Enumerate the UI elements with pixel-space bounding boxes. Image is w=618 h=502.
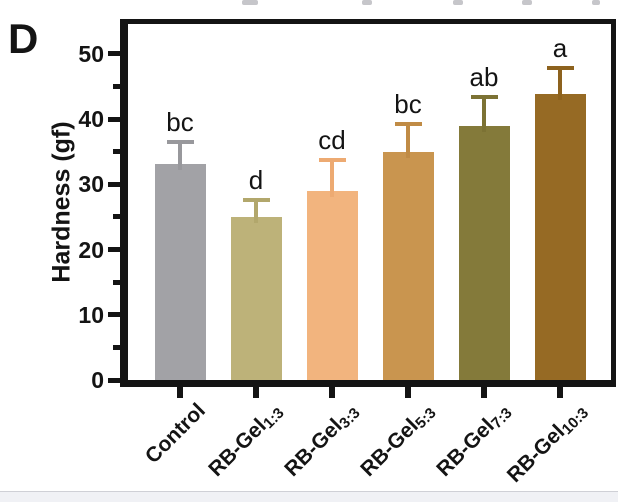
- y-tick-major: [108, 377, 122, 383]
- error-bar-cap: [470, 95, 498, 100]
- bar: [306, 190, 358, 380]
- cropped-text-remnant: [522, 0, 532, 5]
- bar: [382, 151, 434, 380]
- x-tick: [253, 387, 259, 398]
- x-tick: [329, 387, 335, 398]
- y-tick-label: 0: [91, 367, 104, 393]
- y-tick-label: 20: [78, 236, 104, 263]
- error-bar-line: [558, 68, 562, 101]
- x-label-text: Control: [141, 399, 211, 469]
- error-bar-cap: [394, 122, 422, 127]
- y-tick-major: [108, 181, 122, 187]
- significance-letter: bc: [394, 89, 422, 120]
- y-tick-label: 10: [78, 301, 104, 328]
- error-bar-line: [330, 159, 334, 197]
- y-tick-major: [108, 116, 122, 122]
- x-tick-label: Control: [141, 399, 211, 469]
- y-tick-minor: [113, 84, 122, 90]
- y-tick-major: [108, 247, 122, 253]
- plot-frame: [120, 19, 616, 387]
- y-tick-label: 40: [78, 106, 104, 133]
- x-tick: [177, 387, 183, 398]
- cropped-text-remnant: [453, 0, 463, 5]
- y-tick-major: [108, 312, 122, 318]
- y-tick-minor: [113, 344, 122, 350]
- y-tick-minor: [113, 149, 122, 155]
- error-bar-line: [254, 200, 258, 223]
- significance-letter: cd: [318, 124, 346, 155]
- x-label-text: RB-Gel: [356, 414, 423, 482]
- error-bar-line: [178, 142, 182, 170]
- x-label-text: RB-Gel: [502, 420, 569, 487]
- significance-letter: a: [552, 33, 568, 64]
- error-bar-line: [406, 124, 410, 158]
- x-tick: [557, 387, 563, 398]
- y-tick-minor: [113, 214, 122, 220]
- error-bar-cap: [546, 66, 574, 71]
- error-bar-line: [482, 97, 486, 132]
- y-tick-minor: [113, 279, 122, 285]
- x-label-text: RB-Gel: [204, 414, 271, 482]
- x-tick-label: RB-Gel1:3: [204, 399, 288, 482]
- y-tick-major: [108, 51, 122, 57]
- y-tick-label: 50: [78, 40, 104, 67]
- bar: [534, 94, 586, 380]
- x-label-text: RB-Gel: [280, 414, 347, 482]
- cropped-text-remnant: [592, 0, 600, 5]
- x-tick: [405, 387, 411, 398]
- panel-label: D: [8, 15, 39, 62]
- cropped-text-remnant: [242, 0, 258, 5]
- bar: [230, 216, 282, 380]
- x-tick-label: RB-Gel10:3: [502, 399, 592, 488]
- x-label-text: RB-Gel: [432, 414, 499, 482]
- page-edge-strip: [0, 491, 618, 502]
- error-bar-cap: [166, 140, 194, 144]
- bar: [154, 163, 206, 380]
- significance-letter: ab: [469, 62, 499, 93]
- error-bar-cap: [318, 157, 346, 162]
- significance-letter: bc: [166, 107, 194, 137]
- error-bar-cap: [242, 198, 270, 203]
- significance-letter: d: [248, 165, 264, 196]
- x-tick: [481, 387, 487, 398]
- cropped-text-remnant: [362, 0, 372, 5]
- x-tick-label: RB-Gel3:3: [280, 399, 364, 482]
- y-tick-label: 30: [78, 171, 104, 198]
- bar: [458, 125, 510, 380]
- x-tick-label: RB-Gel5:3: [356, 399, 440, 482]
